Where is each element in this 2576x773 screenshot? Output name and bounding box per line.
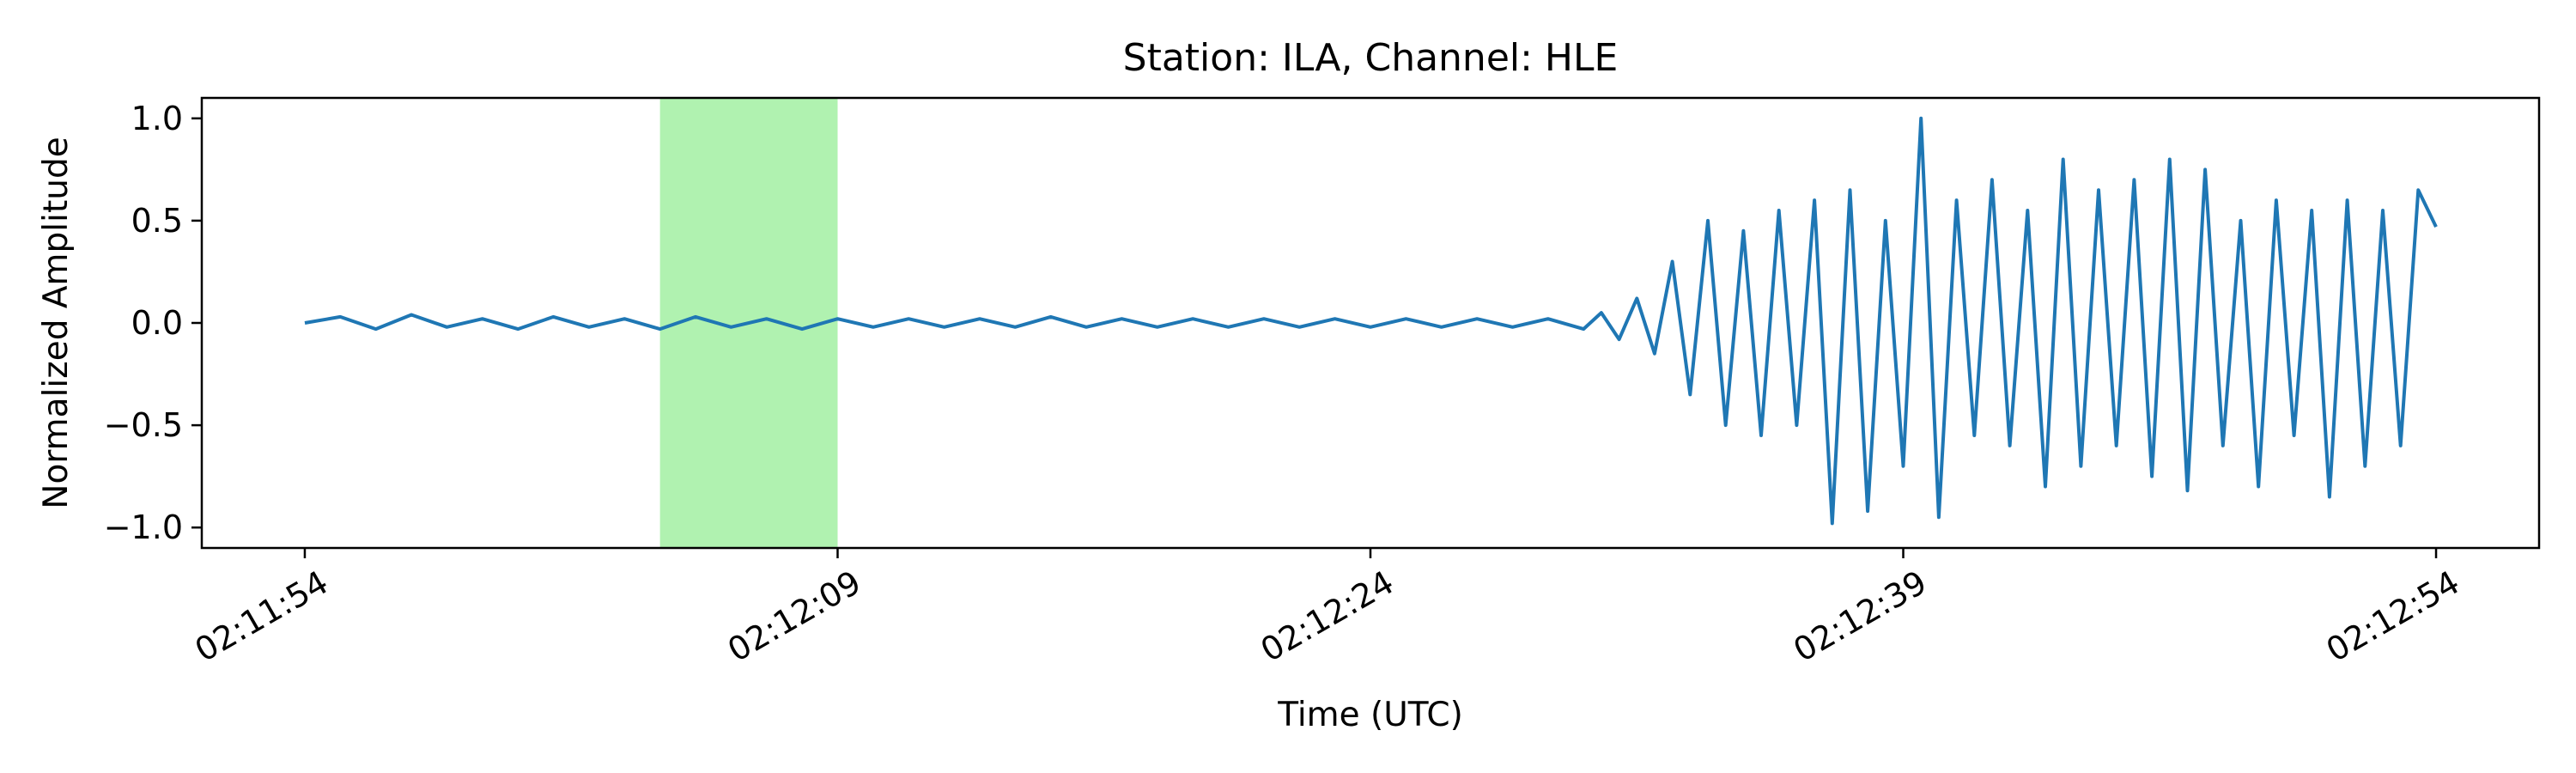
x-tick-label: 02:11:54 bbox=[189, 563, 335, 669]
y-ticks: 1.0 0.5 0.0 −0.5 −1.0 bbox=[104, 100, 202, 546]
y-axis-label: Normalized Amplitude bbox=[37, 137, 76, 508]
x-ticks: 02:11:54 02:12:09 02:12:24 02:12:39 02:12:54 bbox=[189, 548, 2466, 669]
series-line-0 bbox=[304, 116, 2438, 526]
chart-title: Station: ILA, Channel: HLE bbox=[1123, 36, 1619, 80]
x-axis-label: Time (UTC) bbox=[1277, 696, 1463, 734]
y-tick-label: −0.5 bbox=[104, 406, 183, 444]
y-tick-label: 0.5 bbox=[131, 202, 183, 240]
y-tick-label: 0.0 bbox=[131, 304, 183, 342]
x-tick-label: 02:12:09 bbox=[721, 563, 867, 669]
x-tick-label: 02:12:54 bbox=[2320, 563, 2466, 669]
x-tick-label: 02:12:39 bbox=[1787, 563, 1933, 669]
y-tick-label: −1.0 bbox=[104, 508, 183, 546]
y-tick-label: 1.0 bbox=[131, 100, 183, 137]
plot-layer bbox=[304, 98, 2438, 548]
x-tick-label: 02:12:24 bbox=[1255, 563, 1400, 669]
